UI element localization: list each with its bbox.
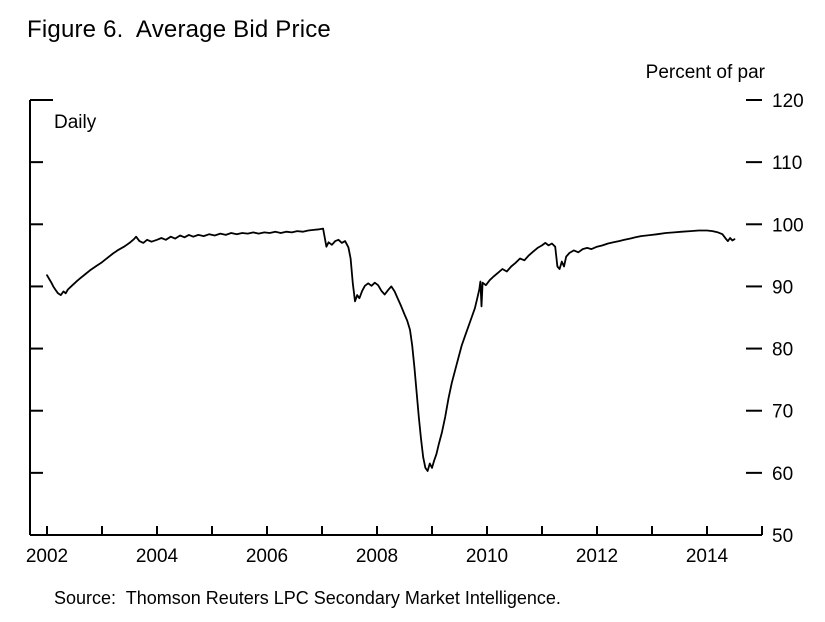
source-note: Source: Thomson Reuters LPC Secondary Ma… bbox=[54, 588, 561, 608]
y-tick-label: 50 bbox=[772, 526, 793, 547]
y-axis-ticks-left bbox=[30, 99, 43, 536]
y-tick-label: 70 bbox=[772, 402, 793, 423]
average-bid-price-line bbox=[46, 227, 736, 472]
x-tick-label: 2010 bbox=[466, 546, 508, 567]
y-tick-label: 60 bbox=[772, 464, 793, 485]
x-axis-tick-labels: 2002 2004 2006 2008 2010 2012 2014 bbox=[26, 546, 729, 567]
y-tick-label: 120 bbox=[772, 91, 804, 112]
y-tick-label: 110 bbox=[772, 153, 802, 174]
x-tick-label: 2002 bbox=[26, 546, 68, 567]
y-axis-tick-labels: 120 110 100 90 80 70 60 50 bbox=[772, 91, 804, 547]
x-tick-label: 2014 bbox=[686, 546, 729, 567]
y-tick-label: 80 bbox=[772, 340, 793, 361]
y-axis-ticks-right bbox=[746, 99, 762, 536]
x-tick-label: 2004 bbox=[136, 546, 179, 567]
y-axis-unit-label: Percent of par bbox=[645, 62, 765, 83]
figure-title: Figure 6. Average Bid Price bbox=[27, 16, 331, 43]
x-tick-label: 2006 bbox=[246, 546, 288, 567]
y-tick-label: 90 bbox=[772, 277, 793, 298]
frequency-label: Daily bbox=[54, 112, 97, 133]
x-tick-label: 2008 bbox=[356, 546, 398, 567]
y-tick-label: 100 bbox=[772, 215, 804, 236]
x-tick-label: 2012 bbox=[576, 546, 618, 567]
x-axis-ticks bbox=[46, 526, 763, 535]
